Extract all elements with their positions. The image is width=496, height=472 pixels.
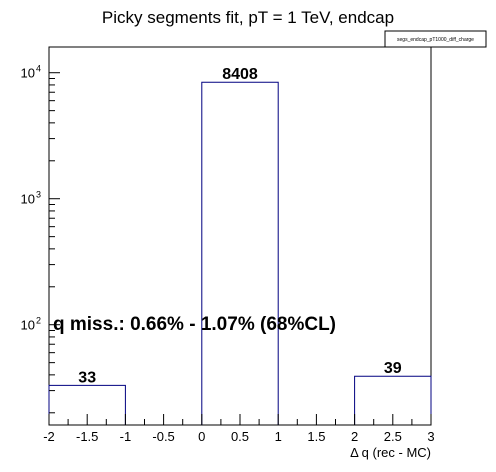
bin-value-label: 33 bbox=[78, 369, 96, 386]
y-tick-label-base: 10 bbox=[21, 192, 35, 207]
histogram-bars bbox=[48, 81, 432, 425]
x-tick-label: 1 bbox=[275, 429, 282, 444]
x-tick-label: 0.5 bbox=[231, 429, 249, 444]
x-tick-label: -1.5 bbox=[76, 429, 98, 444]
x-tick-label: 1.5 bbox=[307, 429, 325, 444]
bin-value-labels: 33 8408 39 bbox=[78, 66, 401, 386]
y-tick-label-base: 10 bbox=[21, 318, 35, 333]
y-tick-label-base: 10 bbox=[21, 66, 35, 81]
histogram-bar bbox=[48, 384, 126, 425]
histogram-bar bbox=[201, 81, 279, 425]
bin-value-label: 39 bbox=[384, 360, 402, 377]
bin-value-label: 8408 bbox=[222, 66, 258, 83]
stat-box-label: segs_endcap_pT1000_diff_charge bbox=[397, 37, 474, 43]
y-tick-label-exponent: 3 bbox=[36, 190, 41, 200]
plot-frame bbox=[48, 46, 432, 426]
x-tick-label: -0.5 bbox=[152, 429, 174, 444]
y-tick-label-exponent: 2 bbox=[36, 316, 41, 326]
x-tick-label: 0 bbox=[198, 429, 205, 444]
x-axis-label: Δ q (rec - MC) bbox=[350, 445, 431, 460]
stat-box: segs_endcap_pT1000_diff_charge bbox=[384, 30, 487, 48]
chart-title: Picky segments fit, pT = 1 TeV, endcap bbox=[102, 8, 394, 27]
charge-misid-annotation: q miss.: 0.66% - 1.07% (68%CL) bbox=[53, 314, 336, 335]
x-tick-label: -1 bbox=[120, 429, 132, 444]
x-tick-label: 2 bbox=[351, 429, 358, 444]
x-axis: -2 -1.5 -1 -0.5 0 0.5 1 1.5 2 2.5 3 bbox=[43, 414, 435, 444]
x-tick-label: -2 bbox=[43, 429, 55, 444]
histogram-bar bbox=[354, 375, 432, 425]
x-tick-label: 3 bbox=[427, 429, 434, 444]
y-tick-label-exponent: 4 bbox=[36, 64, 41, 74]
x-tick-label: 2.5 bbox=[384, 429, 402, 444]
